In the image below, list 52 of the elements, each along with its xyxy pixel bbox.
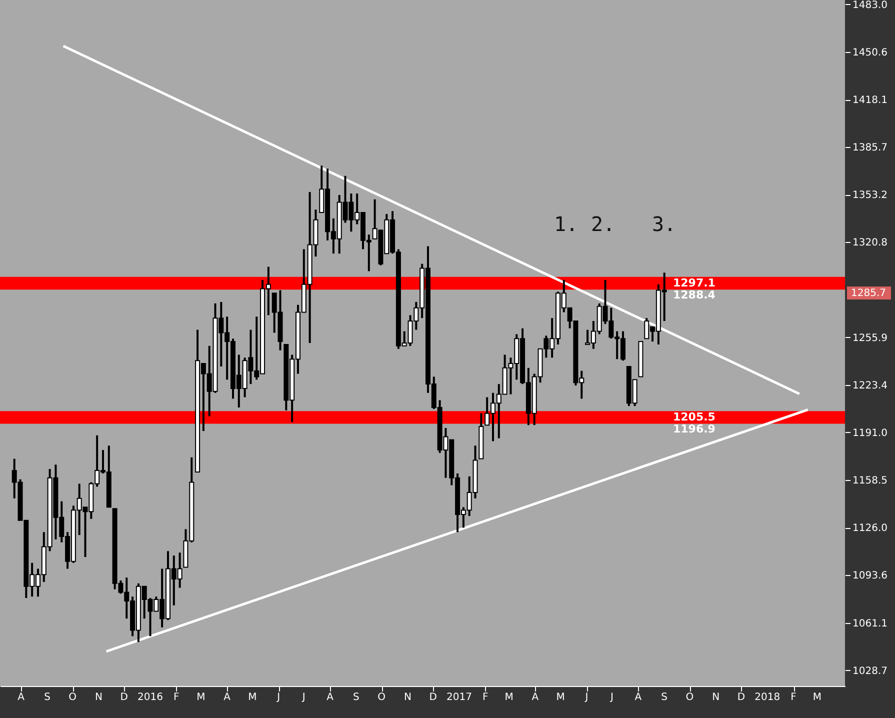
x-tick-label: J	[610, 692, 614, 703]
x-tick-label: M	[556, 692, 565, 703]
x-tick-label: A	[326, 692, 334, 703]
y-tick-label: 1255.9	[852, 332, 888, 344]
y-tick-label: 1353.2	[852, 190, 888, 202]
x-tick-label: J	[584, 692, 588, 703]
x-tick-label: N	[712, 692, 720, 703]
x-tick-label: M	[812, 692, 822, 703]
x-tick-label: O	[686, 692, 694, 703]
text: 1285.7	[851, 288, 886, 299]
annotation: 3.	[652, 212, 676, 236]
x-tick-label: A	[18, 692, 25, 703]
annotation: 1.	[554, 212, 578, 236]
x-tick-label: 2018	[754, 692, 780, 703]
band-label: 1205.5 1196.9	[673, 410, 716, 436]
y-tick-label: 1061.1	[852, 618, 888, 630]
x-tick-label: J	[276, 692, 280, 703]
x-tick-label: 2016	[138, 692, 163, 703]
x-tick-label: M	[196, 692, 206, 703]
y-tick-label: 1223.4	[852, 380, 888, 392]
x-tick-label: O	[68, 692, 77, 703]
x-tick-label: S	[44, 692, 50, 703]
x-tick-label: D	[429, 692, 438, 703]
y-tick-label: 1483.0	[852, 0, 888, 11]
x-tick-label: O	[378, 692, 386, 703]
y-tick-label: 1093.6	[852, 570, 888, 582]
x-tick-label: F	[790, 692, 797, 703]
y-tick-label: 1191.0	[852, 428, 888, 439]
y-tick-label: 1028.7	[852, 666, 888, 677]
x-tick-label: F	[482, 692, 489, 703]
y-tick-label: 1450.6	[852, 47, 888, 58]
y-tick-label: 1126.0	[852, 523, 888, 534]
x-tick-label: D	[120, 692, 128, 703]
x-tick-label: 2017	[446, 692, 472, 703]
y-tick-label: 1320.8	[852, 238, 888, 249]
x-tick-label: M	[248, 692, 257, 703]
x-tick-label: J	[301, 692, 306, 703]
y-tick-label: 1158.5	[852, 476, 888, 487]
x-tick-label: D	[737, 692, 746, 703]
x-tick-label: S	[661, 692, 668, 703]
x-tick-label: S	[353, 692, 360, 703]
x-tick-label: N	[404, 692, 412, 703]
x-tick-label: M	[504, 692, 514, 703]
x-tick-label: N	[95, 692, 103, 703]
y-tick-label: 1418.1	[852, 95, 888, 106]
band-label: 1297.1 1288.4	[673, 276, 716, 302]
annotation: 2.	[590, 212, 616, 236]
x-tick-label: A	[634, 692, 642, 703]
x-tick-label: F	[174, 692, 180, 703]
y-tick-label: 1385.7	[852, 142, 888, 154]
x-tick-label: A	[224, 692, 231, 703]
x-tick-label: A	[532, 692, 539, 703]
